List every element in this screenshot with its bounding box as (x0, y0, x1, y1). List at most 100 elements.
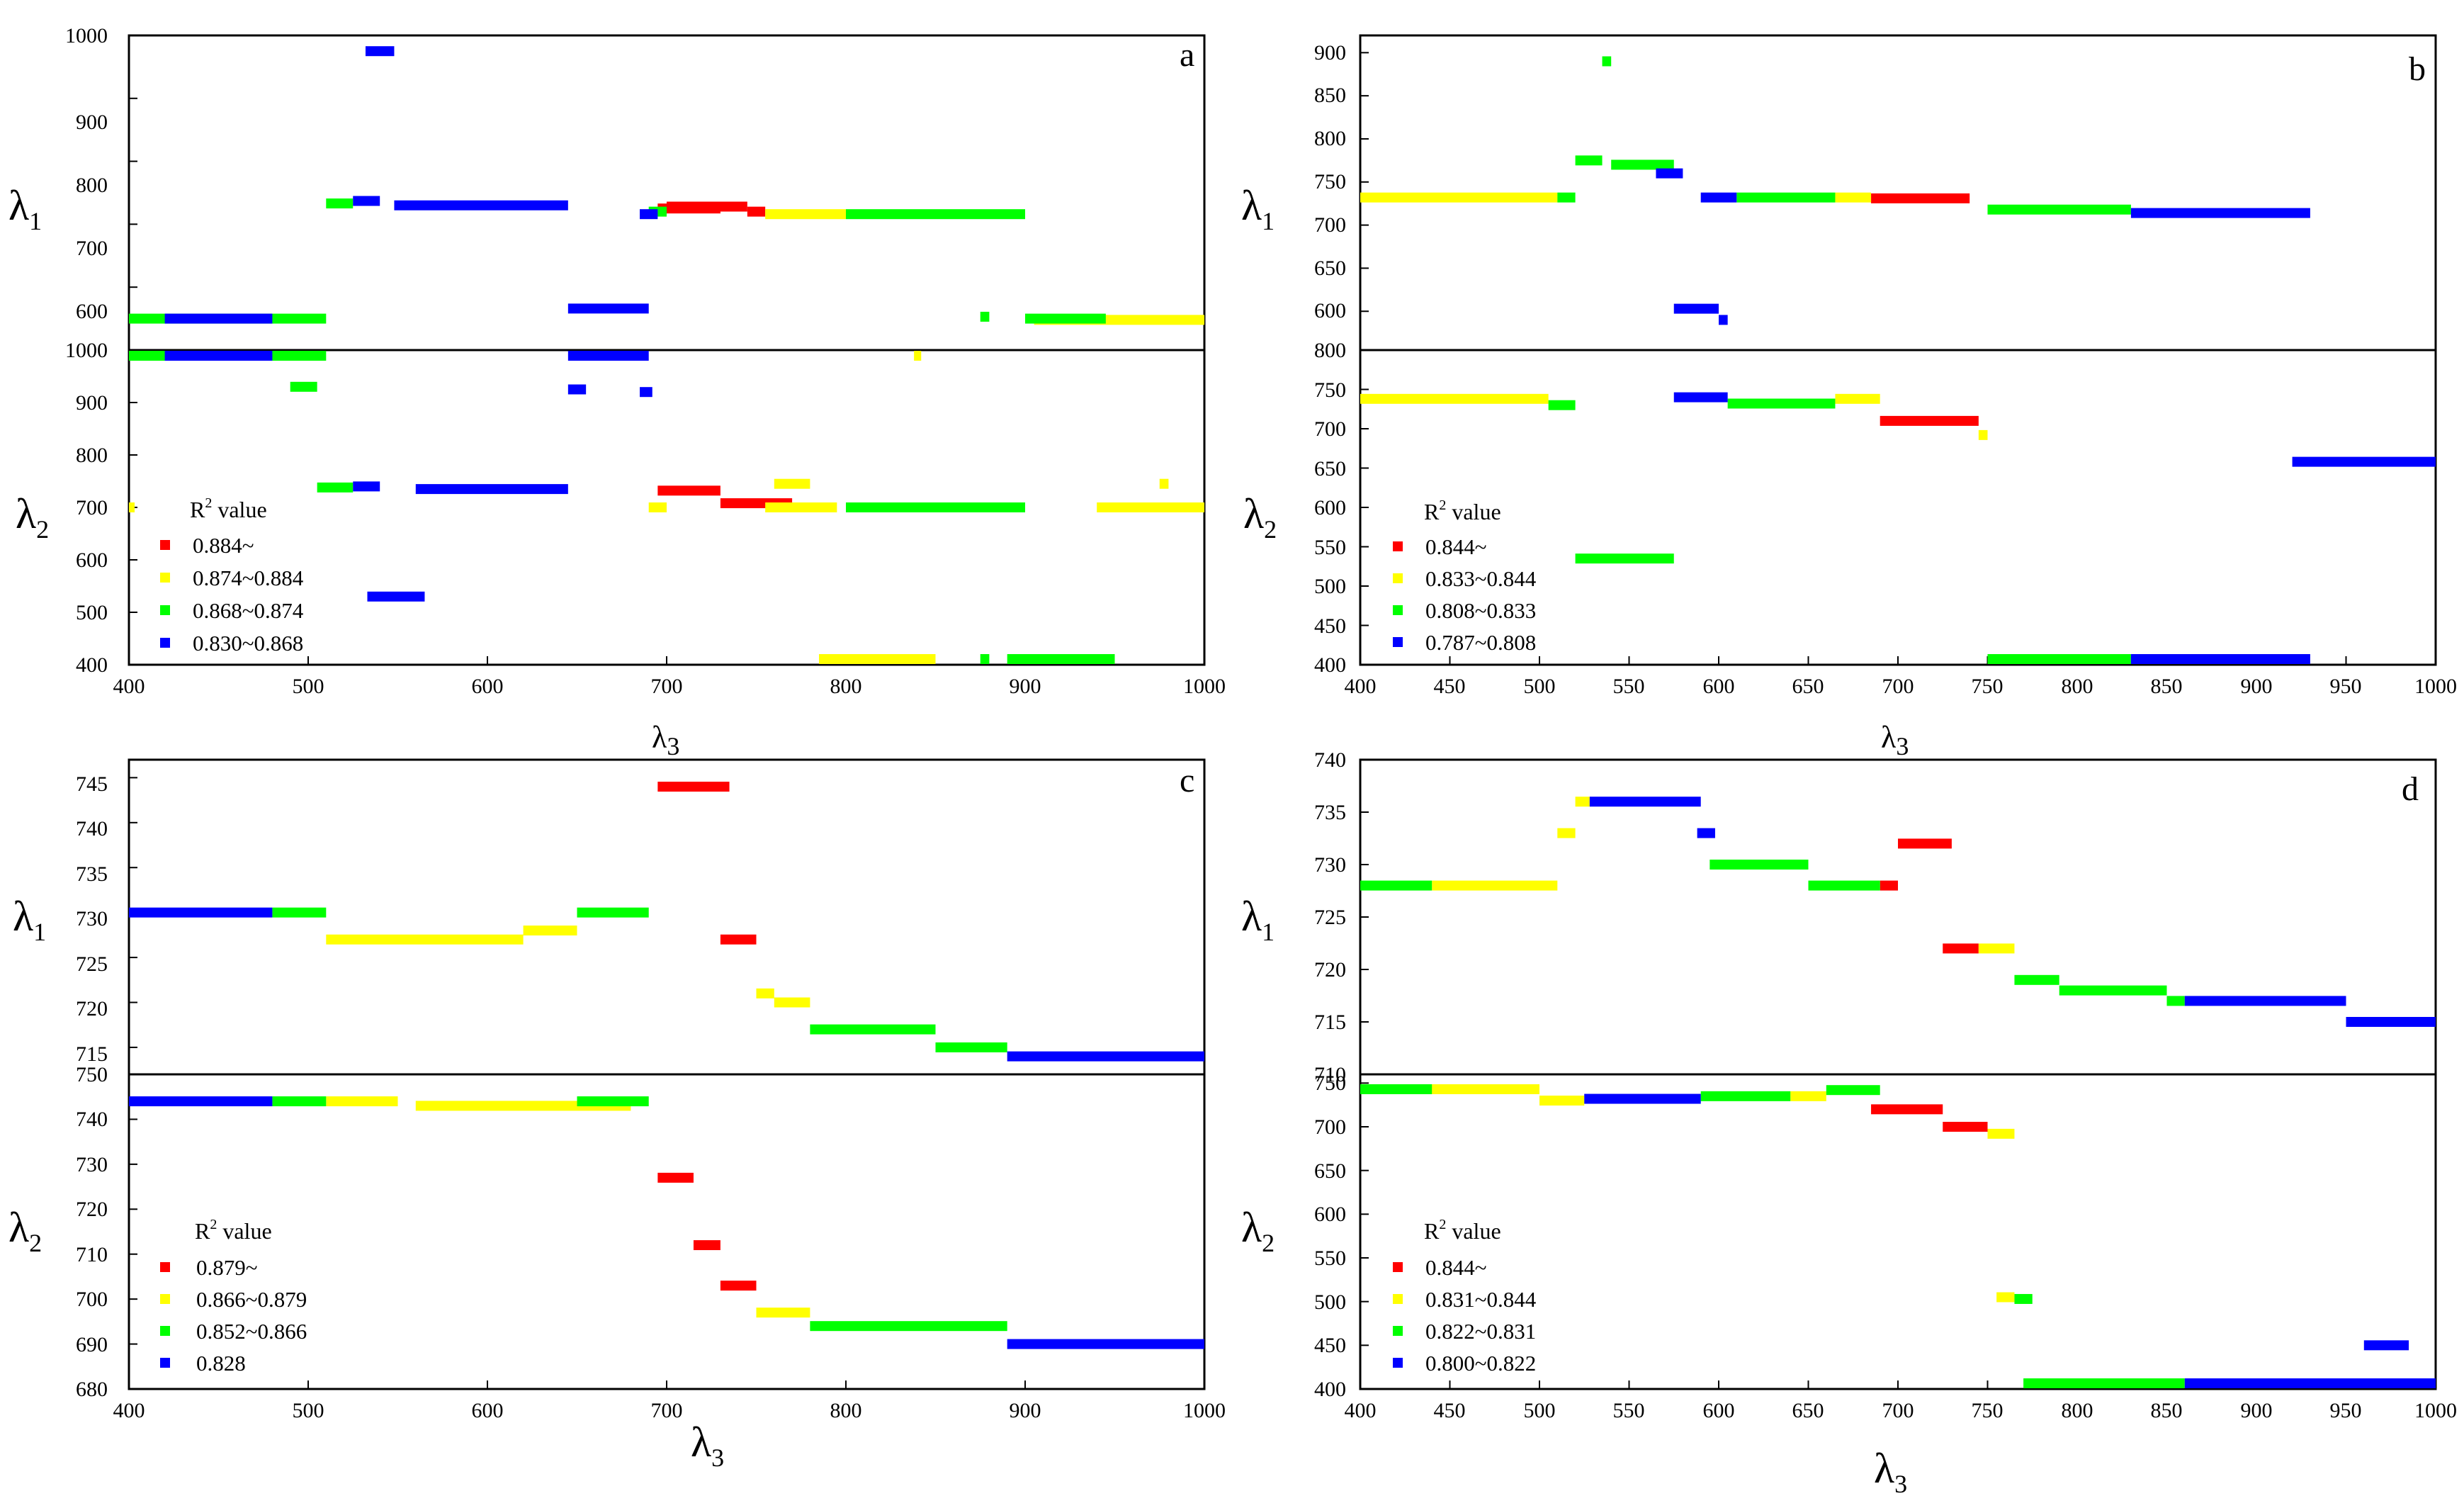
x-tick-label: 550 (1613, 1399, 1645, 1422)
y-tick-label: 500 (76, 601, 108, 624)
y-tick-label: 700 (76, 237, 108, 260)
data-segment-yellow (765, 209, 846, 220)
data-segment-green (290, 381, 317, 392)
x-tick-label: 800 (2062, 675, 2093, 698)
x-tick-label: 400 (1345, 675, 1377, 698)
data-segment-yellow (756, 988, 774, 999)
data-segment-blue (365, 46, 395, 57)
y-tick-label: 400 (76, 653, 108, 677)
y-tick-label: 750 (1314, 378, 1346, 402)
legend-title: R2 value (1424, 497, 1501, 524)
x-tick-label: 700 (1882, 1399, 1914, 1422)
panel-b-letter: b (2409, 50, 2426, 88)
data-segment-green (272, 907, 327, 918)
data-segment-green (577, 907, 649, 918)
data-segment-yellow (1360, 393, 1549, 404)
legend-swatch-blue (160, 1358, 170, 1368)
y-tick-label: 550 (1314, 1247, 1346, 1270)
legend-item: 0.800~0.822 (1425, 1351, 1536, 1376)
legend-swatch-yellow (1393, 1294, 1403, 1304)
y-tick-label: 900 (76, 111, 108, 134)
panel-c-upper-yticks: 715 720 725 730 735 740 745 (76, 772, 108, 1066)
y-tick-label: 720 (76, 1198, 108, 1221)
x-tick-label: 500 (1524, 675, 1556, 698)
data-segment-red (1871, 1104, 1943, 1115)
x-tick-label: 800 (830, 1399, 862, 1422)
y-tick-label: 710 (76, 1243, 108, 1266)
data-segment-red (1880, 880, 1898, 891)
data-segment-yellow (914, 351, 922, 361)
data-segment-blue (129, 1096, 273, 1107)
x-tick-label: 700 (651, 1399, 683, 1422)
data-segment-green (2166, 996, 2185, 1006)
panel-c-upper-ylabel: λ1 (13, 893, 46, 946)
data-segment-yellow (1539, 1096, 1585, 1106)
data-segment-green (846, 502, 1025, 512)
y-tick-label: 650 (1314, 257, 1346, 280)
panel-a-legend: R2 value 0.884~ 0.874~0.884 0.868~0.874 … (160, 495, 304, 656)
data-segment-blue (2184, 1378, 2436, 1388)
data-segment-green (980, 654, 990, 664)
y-tick-label: 400 (1314, 653, 1346, 677)
data-segment-blue (1719, 315, 1728, 325)
panel-d-lower-yticks: 400 450 500 550 600 650 700 750 (1314, 1072, 1346, 1401)
data-segment-blue (353, 481, 380, 492)
data-segment-red (1880, 415, 1979, 426)
y-tick-label: 690 (76, 1333, 108, 1356)
x-tick-label: 600 (472, 675, 504, 698)
legend-swatch-red (1393, 1262, 1403, 1272)
legend-item: 0.787~0.808 (1425, 630, 1536, 655)
data-segment-red (667, 201, 747, 212)
data-segment-blue (567, 384, 587, 395)
panel-d: d λ1 λ2 λ3 710 715 720 725 730 735 740 4… (1241, 748, 2457, 1496)
y-tick-label: 715 (76, 1042, 108, 1066)
y-tick-label: 715 (1314, 1011, 1346, 1034)
y-tick-label: 800 (76, 174, 108, 197)
panel-d-xticks: 400 450 500 550 600 650 700 750 800 850 … (1345, 1399, 2458, 1422)
data-segment-green (1360, 1084, 1432, 1094)
legend-swatch-green (1393, 605, 1403, 615)
data-segment-blue (1700, 192, 1737, 203)
data-segment-green (2014, 1293, 2033, 1304)
legend-item: 0.852~0.866 (196, 1319, 307, 1344)
y-tick-label: 600 (1314, 299, 1346, 322)
data-segment-yellow (1432, 880, 1558, 891)
data-segment-yellow (1790, 1091, 1826, 1101)
data-segment-green (980, 311, 990, 322)
data-segment-red (657, 485, 720, 496)
y-tick-label: 600 (1314, 496, 1346, 519)
x-tick-label: 900 (1010, 1399, 1041, 1422)
x-tick-label: 900 (1010, 675, 1041, 698)
data-segment-red (1871, 193, 1970, 203)
data-segment-green (1611, 159, 1674, 170)
legend-item: 0.831~0.844 (1425, 1287, 1537, 1312)
data-segment-yellow (1978, 429, 1988, 440)
data-segment-yellow (756, 1307, 810, 1318)
x-tick-label: 1000 (1183, 1399, 1226, 1422)
x-tick-label: 900 (2241, 1399, 2273, 1422)
y-tick-label: 550 (1314, 536, 1346, 559)
y-tick-label: 720 (1314, 958, 1346, 982)
y-tick-label: 740 (76, 817, 108, 840)
legend-item: 0.874~0.884 (193, 566, 304, 590)
panel-b: b λ1 λ2 λ3 600 650 700 750 800 850 900 4… (1241, 34, 2457, 760)
data-segment-green (1987, 204, 2131, 215)
legend-item: 0.879~ (196, 1255, 258, 1280)
panel-d-upper-yticks: 710 715 720 725 730 735 740 (1314, 748, 1346, 1086)
data-segment-yellow (1557, 828, 1576, 838)
data-segment-green (577, 1096, 649, 1107)
legend-swatch-green (1393, 1326, 1403, 1336)
data-segment-green (935, 1042, 1007, 1052)
x-tick-label: 850 (2151, 675, 2183, 698)
panel-b-xlabel: λ3 (1881, 720, 1909, 760)
x-tick-label: 900 (2241, 675, 2273, 698)
panel-a-upper-yticks: 600 700 800 900 1000 (65, 24, 108, 323)
data-segment-yellow (1996, 1292, 2015, 1303)
panel-d-lower-ylabel: λ2 (1241, 1204, 1275, 1257)
y-tick-label: 650 (1314, 457, 1346, 480)
data-segment-green (1007, 654, 1115, 664)
data-segment-yellow (765, 502, 837, 512)
panel-a-upper-frame (128, 34, 1206, 351)
data-segment-green (846, 209, 1025, 220)
legend-item: 0.830~0.868 (193, 631, 303, 656)
